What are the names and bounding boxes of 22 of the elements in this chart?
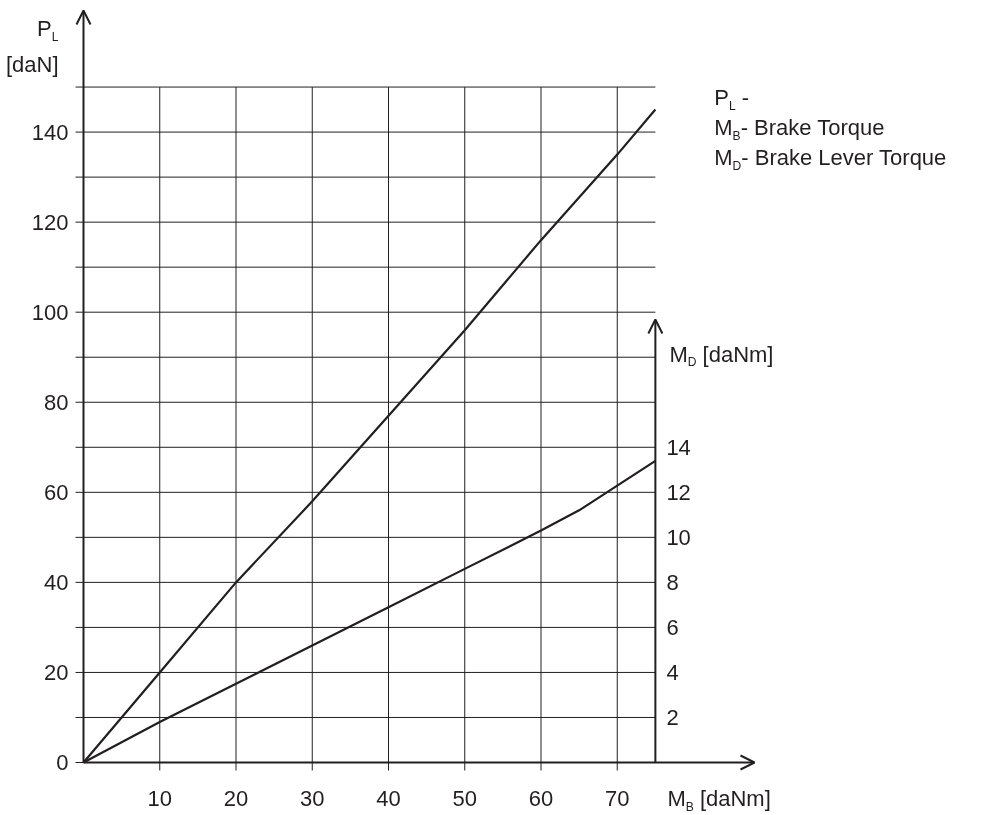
y2-tick-label: 8 xyxy=(666,569,679,595)
y-tick-label: 0 xyxy=(56,750,69,775)
y2-tick-label: 12 xyxy=(666,479,691,505)
y-tick-label: 40 xyxy=(44,569,69,595)
y-tick-label: 120 xyxy=(31,209,69,235)
y-tick-label: 80 xyxy=(44,389,69,415)
y2-tick-label: 6 xyxy=(666,614,679,640)
x-tick-label: 30 xyxy=(300,786,325,811)
y-tick-label: 140 xyxy=(31,119,69,145)
x-tick-label: 60 xyxy=(528,786,554,811)
y-tick-label: 100 xyxy=(31,299,69,325)
y-tick-label: 60 xyxy=(44,479,69,505)
y2-tick-label: 2 xyxy=(666,704,679,730)
y2-tick-label: 4 xyxy=(666,659,679,685)
x-tick-label: 20 xyxy=(223,786,249,811)
y2-tick-label: 10 xyxy=(666,524,691,550)
x-tick-label: 40 xyxy=(376,786,401,811)
x-tick-label: 70 xyxy=(605,786,630,811)
x-tick-label: 10 xyxy=(147,786,172,811)
x-tick-label: 50 xyxy=(452,786,477,811)
y2-tick-label: 14 xyxy=(666,434,691,460)
y-tick-label: 20 xyxy=(44,659,69,685)
